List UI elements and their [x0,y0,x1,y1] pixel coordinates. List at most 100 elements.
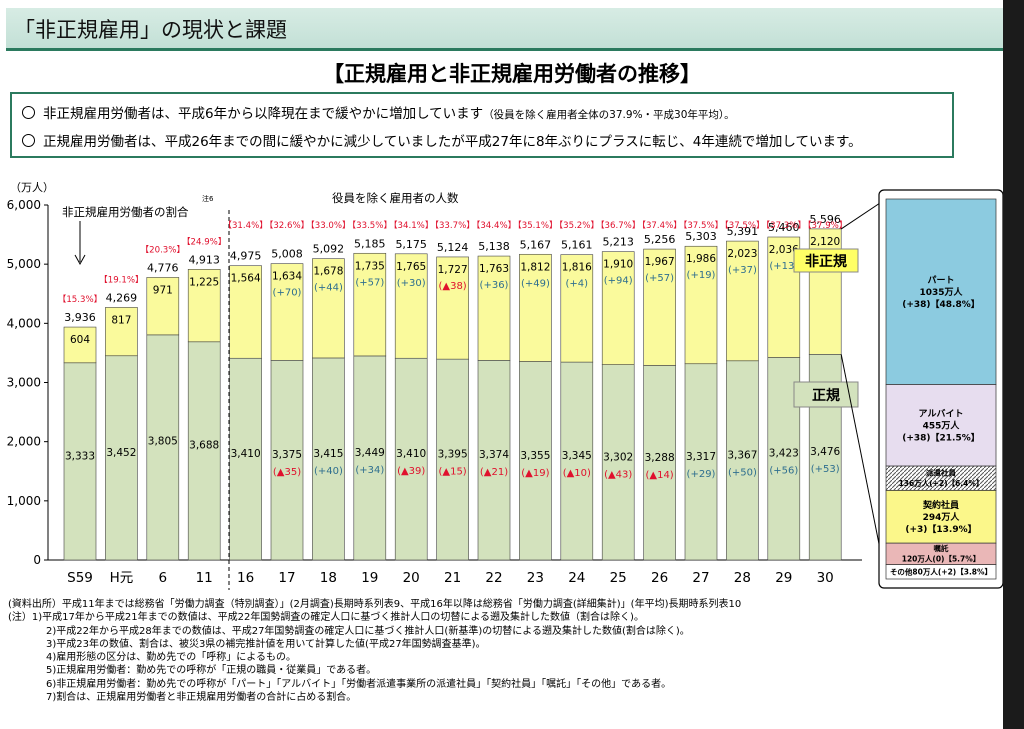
ratio-label: 【33.5%】 [348,221,393,231]
total-value-label: 3,936 [64,311,96,324]
bar-hiseiki [684,245,718,365]
y-tick-label: 4,000 [7,316,41,330]
ratio-annotation: 非正規雇用労働者の割合 [62,205,189,219]
seiki-change-label: (+56) [769,466,798,477]
x-tick-label: 18 [320,570,337,586]
hiseiki-value-label: 1,816 [562,262,592,274]
seiki-change-label: (▲39) [397,466,425,477]
ratio-label: 【37.5%】 [720,221,765,231]
x-tick-label: 19 [361,570,378,586]
x-tick-label: S59 [67,570,93,586]
footnote-5: 5)正規雇用労働者：勤め先での呼称が「正規の職員・従業員」である者。 [46,665,377,677]
summary-note-1-small: （役員を除く雇用者全体の37.9%・平成30年平均）。 [483,109,735,121]
seiki-value-label: 3,302 [603,451,633,463]
total-value-label: 5,213 [602,236,634,249]
total-value-label: 5,460 [768,221,800,234]
hiseiki-value-label: 1,765 [396,261,426,273]
breakdown-label: (+38)【48.8%】 [902,299,980,310]
x-tick-label: 22 [485,570,502,586]
hiseiki-change-label: (+19) [687,270,716,281]
total-value-label: 5,185 [354,237,386,250]
bar-hiseiki [436,256,469,360]
bar-hiseiki [146,277,180,336]
seiki-change-label: (▲43) [604,469,632,480]
bar-hiseiki [270,263,304,361]
down-arrow-icon [74,254,86,266]
y-tick-label: 6,000 [7,198,41,212]
bar-seiki [560,361,594,561]
x-tick-label: 23 [527,570,544,586]
y-tick-label: 2,000 [7,435,41,449]
breakdown-segment [885,564,997,580]
ratio-label: 【32.6%】 [265,221,310,231]
seiki-value-label: 3,410 [231,448,261,460]
summary-box: 非正規雇用労働者は、平成6年から以降現在まで緩やかに増加しています（役員を除く雇… [10,92,954,158]
bar-seiki [684,363,718,561]
hiseiki-value-label: 1,678 [313,266,343,278]
ratio-label: 【15.3%】 [58,295,103,305]
bar-seiki [643,365,676,561]
page-title: 「非正規雇用」の現状と課題 [14,18,287,42]
x-tick-label: 24 [568,570,585,586]
footnote-3: 3)平成23年の数値、割合は、被災3県の補完推計値を用いて計算した値(平成27年… [46,638,486,650]
breakdown-label: 契約社員 [922,499,959,511]
total-value-label: 5,167 [520,238,552,251]
bar-hiseiki [560,254,594,363]
y-tick-label: 3,000 [7,376,41,390]
hiseiki-change-label: (+4) [566,279,589,290]
footnotes: (資料出所）平成11年までは総務省「労働力調査（特別調査）」(2月調査)長期時系… [8,598,1008,704]
breakdown-segment [885,490,997,544]
bar-hiseiki [519,253,552,362]
chart-subtitle: 【正規雇用と非正規雇用労働者の推移】 [323,62,701,86]
seiki-value-label: 3,355 [520,450,550,462]
breakdown-label: (+3)【13.9%】 [905,524,976,535]
bar-seiki [229,357,262,561]
seiki-value-label: 3,476 [810,446,840,458]
hiseiki-value-label: 604 [70,334,90,346]
breakdown-label: その他80万人(+2)【3.8%】 [890,566,992,576]
hiseiki-value-label: 1,910 [603,259,633,271]
seiki-tag-label: 正規 [812,388,840,404]
seiki-change-label: (▲14) [645,470,673,481]
seiki-change-label: (+53) [811,464,840,475]
seiki-change-label: (▲35) [273,467,301,478]
ratio-label: 【36.7%】 [596,221,641,231]
ratio-label: 【35.2%】 [555,221,600,231]
seiki-value-label: 3,449 [355,447,385,459]
y-tick-label: 0 [33,553,41,567]
ratio-label: 【24.9%】 [182,237,227,247]
bar-hiseiki [726,240,759,362]
bar-hiseiki [394,253,428,359]
hiseiki-value-label: 1,727 [438,264,468,276]
breakdown-label: 派遣社員 [926,468,956,478]
seiki-change-label: (▲19) [521,468,549,479]
y-unit-label: （万人） [10,181,54,194]
window-frame [1003,0,1024,729]
ratio-label: 【20.3%】 [141,245,186,255]
seiki-value-label: 3,395 [438,449,468,461]
hiseiki-change-label: (+13) [769,261,798,272]
circle-bullet-icon [22,106,35,119]
footnote-4: 4)雇用形態の区分は、勤め先での「呼称」によるもの。 [46,652,296,664]
footnote-7: 7)割合は、正規雇用労働者と非正規雇用労働者の合計に占める割合。 [46,692,357,704]
x-tick-label: 17 [278,570,295,586]
bar-seiki [146,334,180,561]
ratio-label: 【34.1%】 [389,221,434,231]
bar-hiseiki [601,251,635,365]
total-value-label: 4,913 [188,253,220,266]
seiki-change-label: (+29) [687,469,716,480]
seiki-value-label: 3,367 [727,449,757,461]
footnote-mark: 注6 [202,194,214,203]
title-bar: 「非正規雇用」の現状と課題 [6,8,1006,51]
seiki-value-label: 3,423 [769,448,799,460]
bar-hiseiki [477,255,511,361]
bar-hiseiki [229,265,262,359]
hiseiki-change-label: (+70) [273,288,302,299]
total-value-label: 5,303 [685,230,717,243]
breakdown-label: 294万人 [923,511,961,523]
total-value-label: 5,175 [395,238,427,251]
hiseiki-change-label: (+94) [604,276,633,287]
seiki-change-label: (▲21) [480,467,508,478]
breakdown-label: 136万人(+2)【6.4%】 [899,478,984,488]
